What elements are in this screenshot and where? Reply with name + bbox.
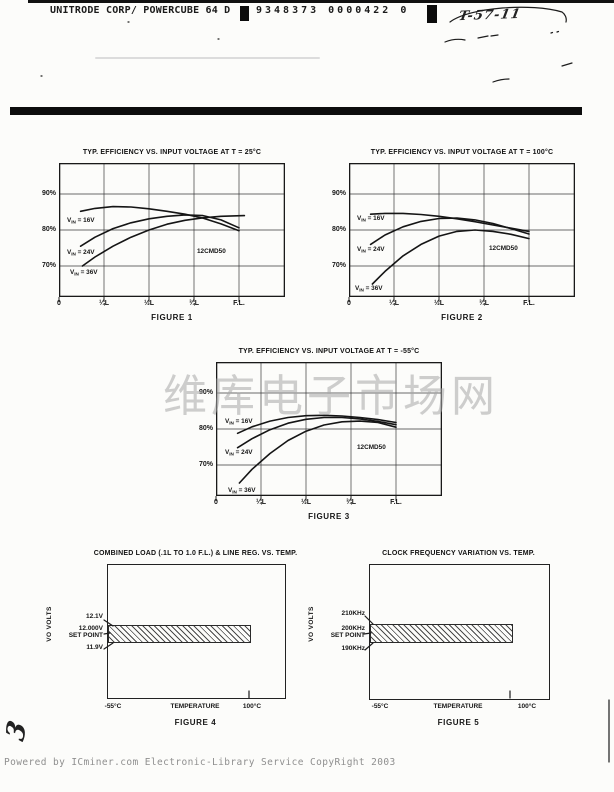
figure-5-tick-setpoint-value: 200KHz (341, 625, 365, 632)
figure-5-title: CLOCK FREQUENCY VARIATION VS. TEMP. (382, 550, 535, 557)
figure-2-xtick-threequarter: ¾L (478, 300, 490, 307)
figure-2-title: TYP. EFFICIENCY VS. INPUT VOLTAGE AT T =… (370, 149, 554, 156)
top-rule (28, 0, 614, 3)
section-divider-bar (10, 107, 582, 115)
header-company-text: UNITRODE CORP/ POWERCUBE 64 D (50, 5, 231, 16)
figure-3-xtick-0: 0 (214, 499, 218, 506)
figure-5-tick-setpoint-label: SET POINT (330, 632, 365, 639)
figure-1-xtick-fl: F.L. (233, 300, 245, 307)
figure-1-caption: FIGURE 1 (151, 313, 193, 322)
figure-5-xtick-left: -55°C (371, 703, 389, 710)
svg-text:VIN = 16V: VIN = 16V (225, 418, 253, 426)
figure-5-hatched-band (370, 624, 513, 643)
figure-5-plot-box (369, 564, 550, 700)
figure-3-ytick-90: 90% (198, 389, 213, 396)
figure-3-plot: VIN = 16V VIN = 24V VIN = 36V 12CMD50 (215, 361, 442, 501)
svg-text:VIN = 36V: VIN = 36V (355, 285, 383, 293)
scan-smudge-artifact (95, 57, 320, 59)
figure-1-title: TYP. EFFICIENCY VS. INPUT VOLTAGE AT T =… (82, 149, 262, 156)
figure-2-plot: VIN = 16V VIN = 24V VIN = 36V 12CMD50 (348, 162, 575, 302)
figure-2-ytick-90: 90% (331, 190, 346, 197)
figure-5: CLOCK FREQUENCY VARIATION VS. TEMP. VO V… (306, 548, 556, 733)
figure-1-xtick-threequarter: ¾L (188, 300, 200, 307)
figure-4-xtick-right: 100°C (242, 703, 262, 710)
figure-3-title: TYP. EFFICIENCY VS. INPUT VOLTAGE AT T =… (238, 348, 420, 355)
figure-4-plot-box (107, 564, 286, 699)
svg-text:VIN = 24V: VIN = 24V (357, 246, 385, 254)
figure-4-tick-upper: 12.1V (86, 613, 103, 620)
figure-4-xtick-left: -55°C (104, 703, 122, 710)
figure-2: TYP. EFFICIENCY VS. INPUT VOLTAGE AT T =… (326, 147, 606, 332)
svg-text:VIN = 24V: VIN = 24V (225, 449, 253, 457)
pen-stroke-marks (444, 30, 573, 83)
figure-3-ytick-80: 80% (198, 425, 213, 432)
header-document-number: 9348373 0000422 0 (256, 5, 410, 16)
figure-4-x-axis-label: TEMPERATURE (170, 703, 220, 710)
svg-text:12CMD50: 12CMD50 (357, 444, 386, 451)
figure-3-caption: FIGURE 3 (308, 512, 350, 521)
figure-2-ytick-80: 80% (331, 226, 346, 233)
figure-5-caption: FIGURE 5 (437, 718, 480, 727)
header-separator-block-1 (240, 6, 249, 21)
figure-1-ytick-80: 80% (41, 226, 56, 233)
figure-3-xtick-threequarter: ¾L (345, 499, 357, 506)
figure-4-hatched-band (108, 625, 251, 643)
figure-1-xtick-quarter: ¼L (98, 300, 110, 307)
svg-text:12CMD50: 12CMD50 (197, 248, 226, 255)
figure-3-xtick-fl: F.L. (390, 499, 402, 506)
figure-5-x-axis-label: TEMPERATURE (433, 703, 483, 710)
figure-3: TYP. EFFICIENCY VS. INPUT VOLTAGE AT T =… (193, 346, 473, 531)
figure-3-xtick-half: ½L (300, 499, 312, 506)
figure-1: TYP. EFFICIENCY VS. INPUT VOLTAGE AT T =… (36, 147, 316, 332)
figure-4-tick-lower: 11.9V (86, 644, 103, 651)
svg-text:VIN = 16V: VIN = 16V (67, 217, 95, 225)
svg-text:VIN = 24V: VIN = 24V (67, 249, 95, 257)
figure-1-plot: VIN = 16V VIN = 24V VIN = 36V 12CMD50 (58, 162, 285, 302)
svg-text:VIN = 16V: VIN = 16V (357, 215, 385, 223)
figure-1-xtick-0: 0 (57, 300, 61, 307)
scan-specks (40, 21, 220, 77)
figure-1-ytick-90: 90% (41, 190, 56, 197)
figure-1-ytick-70: 70% (41, 262, 56, 269)
footer-copyright-text: Powered by ICminer.com Electronic-Librar… (4, 757, 396, 768)
figure-2-xtick-fl: F.L. (523, 300, 535, 307)
svg-text:VIN = 36V: VIN = 36V (70, 269, 98, 277)
figure-4-tick-setpoint-value: 12.000V (78, 625, 103, 632)
svg-text:VIN = 36V: VIN = 36V (228, 487, 256, 495)
figure-3-xtick-quarter: ¼L (255, 499, 267, 506)
header-handwritten-note: T-57-11 (457, 6, 523, 25)
figure-2-xtick-0: 0 (347, 300, 351, 307)
figure-4: COMBINED LOAD (.1L TO 1.0 F.L.) & LINE R… (40, 548, 298, 733)
figure-5-xtick-right: 100°C (517, 703, 537, 710)
figure-2-xtick-half: ½L (433, 300, 445, 307)
figure-2-caption: FIGURE 2 (441, 313, 483, 322)
figure-2-xtick-quarter: ¼L (388, 300, 400, 307)
figure-1-xtick-half: ½L (143, 300, 155, 307)
figure-4-tick-setpoint-label: SET POINT (68, 632, 103, 639)
figure-5-tick-lower: 190KHz (341, 645, 365, 652)
figure-2-ytick-70: 70% (331, 262, 346, 269)
figure-4-title: COMBINED LOAD (.1L TO 1.0 F.L.) & LINE R… (93, 550, 298, 557)
figure-5-tick-upper: 210KHz (341, 610, 365, 617)
figure-3-ytick-70: 70% (198, 461, 213, 468)
svg-text:12CMD50: 12CMD50 (489, 245, 518, 252)
header-separator-block-2 (427, 5, 437, 23)
handwritten-page-mark: 3 (1, 717, 34, 745)
figure-4-caption: FIGURE 4 (174, 718, 217, 727)
